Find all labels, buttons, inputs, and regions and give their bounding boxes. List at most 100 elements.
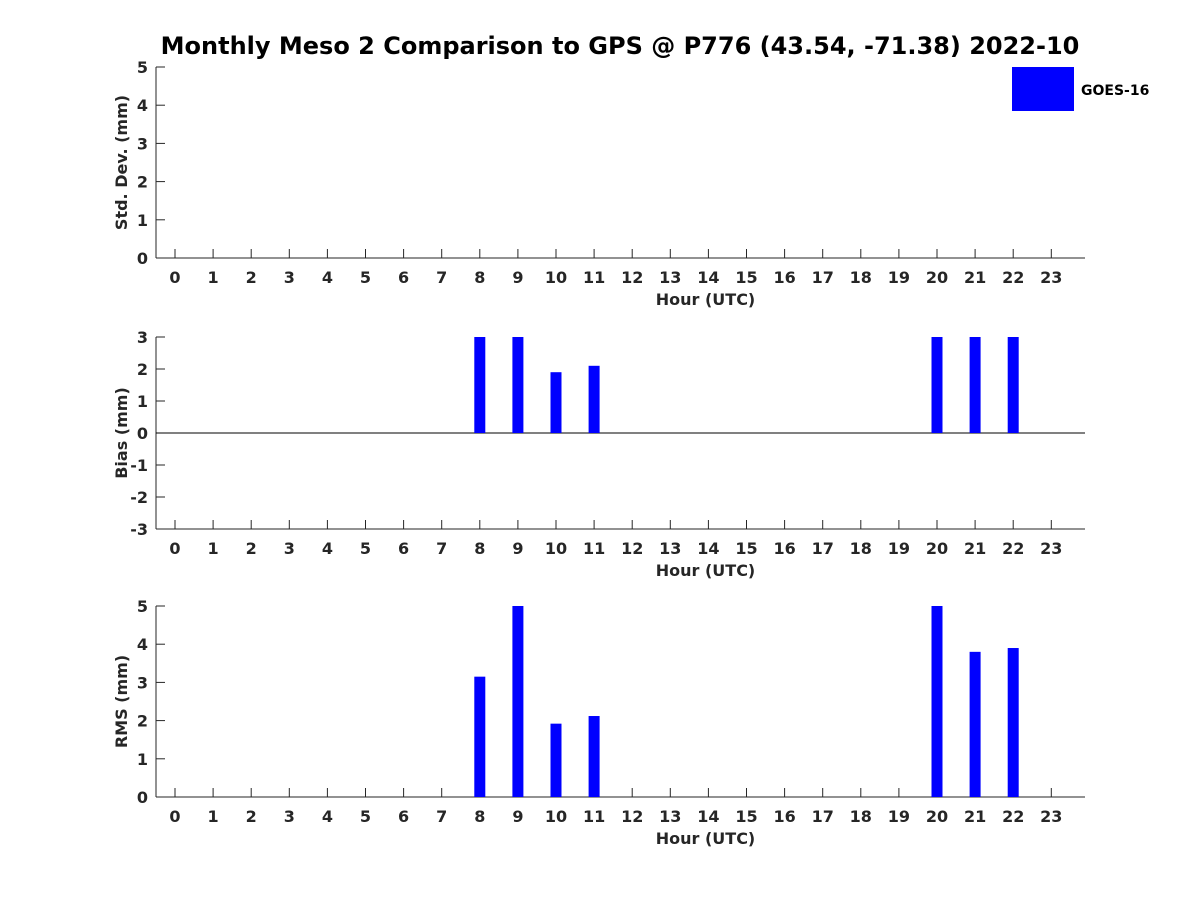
x-tick-label: 7	[436, 539, 447, 558]
x-tick-label: 0	[169, 268, 180, 287]
legend-label: GOES-16	[1081, 83, 1149, 99]
y-tick-label: 4	[137, 96, 148, 115]
x-tick-label: 2	[246, 268, 257, 287]
bar-hour-9	[512, 606, 524, 797]
y-axis-label: Std. Dev. (mm)	[112, 95, 131, 230]
y-tick-label: 0	[137, 424, 148, 443]
y-tick-label: 3	[137, 134, 148, 153]
y-tick-label: -3	[130, 520, 148, 539]
bar-hour-10	[550, 372, 562, 433]
x-tick-label: 15	[735, 807, 757, 826]
y-tick-label: -1	[130, 456, 148, 475]
x-tick-label: 22	[1002, 268, 1024, 287]
x-tick-label: 19	[888, 539, 910, 558]
x-tick-label: 4	[322, 807, 333, 826]
x-tick-label: 11	[583, 807, 605, 826]
x-tick-label: 17	[812, 268, 834, 287]
x-tick-label: 3	[284, 539, 295, 558]
x-tick-label: 8	[474, 539, 485, 558]
bar-hour-11	[588, 716, 600, 797]
x-tick-label: 10	[545, 807, 567, 826]
x-tick-label: 20	[926, 268, 948, 287]
x-tick-label: 6	[398, 539, 409, 558]
x-tick-label: 22	[1002, 807, 1024, 826]
x-tick-label: 4	[322, 539, 333, 558]
bar-hour-10	[550, 723, 562, 797]
y-tick-label: 0	[137, 249, 148, 268]
bar-hour-9	[512, 337, 524, 433]
x-tick-label: 0	[169, 807, 180, 826]
y-tick-label: 2	[137, 712, 148, 731]
x-tick-label: 16	[773, 807, 795, 826]
x-tick-label: 12	[621, 807, 643, 826]
x-axis-label: Hour (UTC)	[656, 829, 756, 848]
x-tick-label: 7	[436, 807, 447, 826]
bar-hour-22	[1007, 337, 1019, 433]
y-tick-label: -2	[130, 488, 148, 507]
x-tick-label: 19	[888, 807, 910, 826]
x-tick-label: 13	[659, 268, 681, 287]
y-tick-label: 0	[137, 788, 148, 807]
y-tick-label: 3	[137, 673, 148, 692]
x-tick-label: 8	[474, 268, 485, 287]
x-tick-label: 1	[208, 268, 219, 287]
x-tick-label: 9	[512, 268, 523, 287]
x-tick-label: 10	[545, 539, 567, 558]
x-tick-label: 1	[208, 807, 219, 826]
y-tick-label: 5	[137, 597, 148, 616]
y-tick-label: 3	[137, 328, 148, 347]
legend-swatch	[1012, 67, 1074, 111]
x-tick-label: 19	[888, 268, 910, 287]
x-tick-label: 0	[169, 539, 180, 558]
x-tick-label: 17	[812, 539, 834, 558]
x-tick-label: 14	[697, 807, 719, 826]
x-tick-label: 21	[964, 268, 986, 287]
x-tick-label: 3	[284, 268, 295, 287]
x-tick-label: 14	[697, 268, 719, 287]
x-tick-label: 2	[246, 807, 257, 826]
x-tick-label: 1	[208, 539, 219, 558]
x-tick-label: 7	[436, 268, 447, 287]
x-tick-label: 21	[964, 539, 986, 558]
y-tick-label: 2	[137, 360, 148, 379]
x-tick-label: 9	[512, 807, 523, 826]
bar-hour-22	[1007, 648, 1019, 797]
x-tick-label: 18	[850, 268, 872, 287]
x-tick-label: 10	[545, 268, 567, 287]
x-tick-label: 13	[659, 539, 681, 558]
x-tick-label: 9	[512, 539, 523, 558]
bar-hour-21	[969, 337, 981, 433]
x-tick-label: 16	[773, 268, 795, 287]
x-tick-label: 23	[1040, 539, 1062, 558]
x-tick-label: 4	[322, 268, 333, 287]
y-tick-label: 5	[137, 58, 148, 77]
x-tick-label: 12	[621, 539, 643, 558]
x-tick-label: 11	[583, 268, 605, 287]
bar-hour-20	[931, 606, 943, 797]
x-tick-label: 18	[850, 807, 872, 826]
x-tick-label: 16	[773, 539, 795, 558]
x-tick-label: 6	[398, 807, 409, 826]
y-tick-label: 2	[137, 173, 148, 192]
x-tick-label: 23	[1040, 268, 1062, 287]
x-axis-label: Hour (UTC)	[656, 290, 756, 309]
y-axis-label: Bias (mm)	[112, 387, 131, 479]
x-tick-label: 15	[735, 268, 757, 287]
y-tick-label: 4	[137, 635, 148, 654]
x-tick-label: 2	[246, 539, 257, 558]
x-tick-label: 3	[284, 807, 295, 826]
x-axis-label: Hour (UTC)	[656, 561, 756, 580]
x-tick-label: 12	[621, 268, 643, 287]
bar-hour-21	[969, 651, 981, 797]
bar-hour-8	[474, 676, 486, 797]
bar-hour-11	[588, 365, 600, 433]
chart-title: Monthly Meso 2 Comparison to GPS @ P776 …	[161, 32, 1080, 60]
x-tick-label: 6	[398, 268, 409, 287]
x-tick-label: 17	[812, 807, 834, 826]
x-tick-label: 21	[964, 807, 986, 826]
x-tick-label: 13	[659, 807, 681, 826]
